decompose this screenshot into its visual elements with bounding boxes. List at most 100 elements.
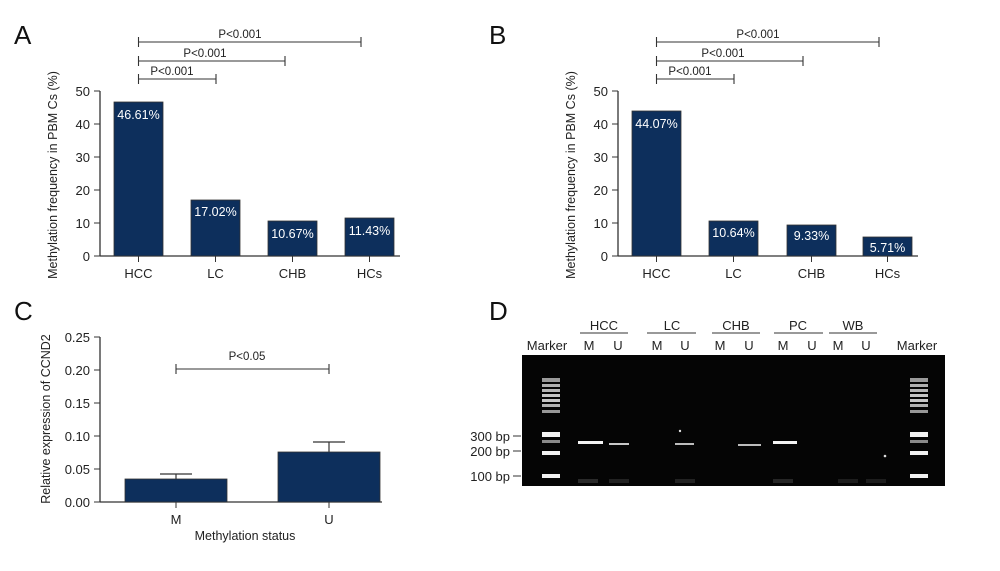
gel-lane-label: M <box>584 338 595 353</box>
gel-group-label: PC <box>789 318 807 333</box>
gel-lane-label: M <box>833 338 844 353</box>
size-marker-label: 200 bp <box>470 444 510 459</box>
bar-hcc <box>113 101 164 257</box>
bar-m <box>124 478 228 503</box>
y-axis-title: Methylation frequency in PBM Cs (%) <box>564 71 578 279</box>
x-category-label: U <box>324 512 333 527</box>
x-category-label: CHB <box>798 266 825 281</box>
gel-lane-label: Marker <box>897 338 938 353</box>
bar-hcs <box>344 217 395 257</box>
y-tick-label: 50 <box>76 84 90 99</box>
bar-value-label: 10.64% <box>712 226 754 240</box>
bar-value-label: 9.33% <box>794 229 829 243</box>
y-tick-label: 0.20 <box>65 363 90 378</box>
bars: 44.07% 10.64% 9.33% 5.71% <box>631 110 913 257</box>
bar-lc <box>190 199 241 257</box>
y-ticks: 0 10 20 30 40 50 <box>76 84 100 264</box>
p-value-label: P<0.001 <box>701 48 744 60</box>
bar-u <box>277 451 381 503</box>
y-tick-label: 10 <box>594 216 608 231</box>
x-ticks: HCC LC CHB HCs <box>642 256 901 281</box>
gel-lane-label: Marker <box>527 338 568 353</box>
size-markers: 300 bp 200 bp 100 bp <box>470 429 521 484</box>
panel-a-letter: A <box>14 20 32 50</box>
bars <box>124 451 381 503</box>
x-ticks: HCC LC CHB HCs <box>124 256 383 281</box>
gel-image <box>522 355 945 486</box>
gel-group-label: WB <box>843 318 864 333</box>
y-tick-label: 10 <box>76 216 90 231</box>
x-category-label: HCs <box>875 266 901 281</box>
x-category-label: LC <box>725 266 742 281</box>
x-ticks: M U <box>171 502 334 527</box>
p-value-label: P<0.001 <box>150 66 193 78</box>
significance-brackets <box>137 37 362 84</box>
x-category-label: HCC <box>124 266 152 281</box>
x-category-label: M <box>171 512 182 527</box>
band-chb-u <box>738 444 761 446</box>
gel-lane-label: U <box>613 338 622 353</box>
gel-lane-label: U <box>744 338 753 353</box>
band-pc-m <box>773 441 797 444</box>
y-tick-label: 40 <box>594 117 608 132</box>
gel-group-labels: HCC LC CHB PC WB <box>580 318 877 334</box>
panel-a: A 0 10 20 30 40 50 Methylation frequency… <box>14 20 400 281</box>
x-category-label: LC <box>207 266 224 281</box>
y-axis-title: Methylation frequency in PBM Cs (%) <box>46 71 60 279</box>
band-hcc-m <box>578 441 603 444</box>
y-ticks: 0 10 20 30 40 50 <box>594 84 618 264</box>
bars: 46.61% 17.02% 10.67% 11.43% <box>113 101 395 257</box>
gel-group-label: HCC <box>590 318 618 333</box>
y-tick-label: 40 <box>76 117 90 132</box>
y-tick-label: 50 <box>594 84 608 99</box>
significance-bracket <box>175 364 330 374</box>
gel-lane-label: U <box>807 338 816 353</box>
y-tick-label: 0 <box>83 249 90 264</box>
bar-hcc <box>631 110 682 257</box>
panel-b-letter: B <box>489 20 506 50</box>
size-marker-label: 300 bp <box>470 429 510 444</box>
panel-d: D HCC LC CHB PC WB Marker M U M U M U M … <box>470 296 945 486</box>
y-tick-label: 0.05 <box>65 462 90 477</box>
bar-value-label: 10.67% <box>271 227 313 241</box>
p-value-label: P<0.001 <box>183 48 226 60</box>
gel-lane-label: U <box>861 338 870 353</box>
p-value-label: P<0.001 <box>668 66 711 78</box>
bar-value-label: 46.61% <box>117 108 159 122</box>
bar-value-label: 11.43% <box>349 224 390 238</box>
band-lc-u <box>675 443 694 445</box>
p-value-label: P<0.05 <box>229 351 266 363</box>
band-hcc-u <box>609 443 629 445</box>
y-tick-label: 0.00 <box>65 495 90 510</box>
y-tick-label: 30 <box>76 150 90 165</box>
bar-value-label: 17.02% <box>194 205 236 219</box>
gel-lane-label: M <box>715 338 726 353</box>
significance-brackets <box>655 37 880 84</box>
y-tick-label: 0.25 <box>65 330 90 345</box>
y-tick-label: 30 <box>594 150 608 165</box>
panel-c: C 0.00 0.05 0.10 0.15 0.20 0.25 Relative… <box>14 296 382 543</box>
y-tick-label: 20 <box>76 183 90 198</box>
gel-lane-labels: Marker M U M U M U M U M U Marker <box>527 338 938 353</box>
bar-value-label: 44.07% <box>635 117 677 131</box>
bar-lc <box>708 220 759 257</box>
y-tick-label: 20 <box>594 183 608 198</box>
y-tick-label: 0.15 <box>65 396 90 411</box>
y-tick-label: 0 <box>601 249 608 264</box>
p-value-label: P<0.001 <box>736 29 779 41</box>
gel-group-label: LC <box>664 318 681 333</box>
panel-c-letter: C <box>14 296 33 326</box>
y-tick-label: 0.10 <box>65 429 90 444</box>
x-category-label: HCs <box>357 266 383 281</box>
y-axis-title: Relative expression of CCND2 <box>39 334 53 504</box>
bar-value-label: 5.71% <box>870 241 905 255</box>
error-bars <box>160 441 345 479</box>
x-category-label: HCC <box>642 266 670 281</box>
gel-lane-label: U <box>680 338 689 353</box>
gel-group-label: CHB <box>722 318 749 333</box>
y-ticks: 0.00 0.05 0.10 0.15 0.20 0.25 <box>65 330 100 510</box>
x-axis-title: Methylation status <box>195 529 296 543</box>
gel-bands <box>542 378 928 483</box>
p-value-label: P<0.001 <box>218 29 261 41</box>
